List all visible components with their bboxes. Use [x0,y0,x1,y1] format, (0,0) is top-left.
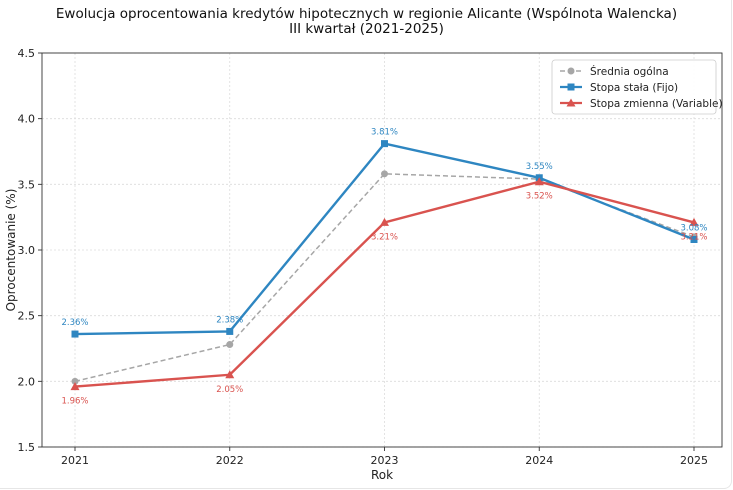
data-label-series-2: 2.05% [216,385,243,395]
legend-entry-2: Stopa zmienna (Variable) [590,98,723,110]
legend-marker-1 [567,83,575,91]
data-label-series-1: 2.38% [216,315,243,325]
series-line-0 [74,173,695,383]
legend-entry-1: Stopa stała (Fijo) [590,82,678,94]
legend-entry-0: Średnia ogólna [590,65,669,78]
y-tick-label: 4.5 [18,47,36,60]
y-tick-label: 2.5 [18,310,36,323]
y-tick-label: 4.0 [18,113,36,126]
data-point-series-1 [71,330,79,338]
y-tick-label: 3.5 [18,178,36,191]
data-point-series-2 [534,177,544,186]
x-tick-label: 2021 [61,454,89,467]
data-point-series-0 [226,341,234,349]
x-tick-label: 2025 [680,454,708,467]
data-label-series-2: 3.21% [371,232,398,242]
y-axis-label: Oprocentowanie (%) [4,189,18,312]
data-point-series-1 [226,327,234,335]
data-point-series-2 [70,382,80,391]
series-line-2 [74,180,695,388]
data-point-series-2 [225,370,235,379]
data-point-series-2 [689,217,699,226]
y-tick-label: 3.0 [18,244,36,257]
data-label-series-2: 3.21% [680,232,707,242]
x-tick-label: 2022 [216,454,244,467]
data-point-series-1 [690,235,698,243]
data-label-series-1: 3.08% [680,223,707,233]
data-point-series-0 [381,170,388,178]
data-point-series-0 [71,377,79,385]
data-label-series-2: 1.96% [61,397,88,407]
data-label-series-1: 3.81% [371,128,398,138]
legend-box [551,59,717,115]
data-label-series-2: 3.52% [526,192,553,202]
x-tick-label: 2023 [371,454,399,467]
chart-subtitle: III kwartał (2021-2025) [289,21,444,37]
x-tick-label: 2024 [525,454,553,467]
legend-marker-0 [567,67,575,75]
data-point-series-2 [380,217,389,226]
data-point-series-1 [381,140,388,148]
chart-title: Ewolucja oprocentowania kredytów hipotec… [55,6,678,22]
legend-marker-2 [566,98,576,107]
x-axis-label: Rok [371,468,393,482]
y-tick-label: 1.5 [18,441,36,454]
data-label-series-1: 3.55% [526,162,553,172]
y-tick-label: 2.0 [18,375,36,388]
data-label-series-1: 2.36% [61,318,88,328]
